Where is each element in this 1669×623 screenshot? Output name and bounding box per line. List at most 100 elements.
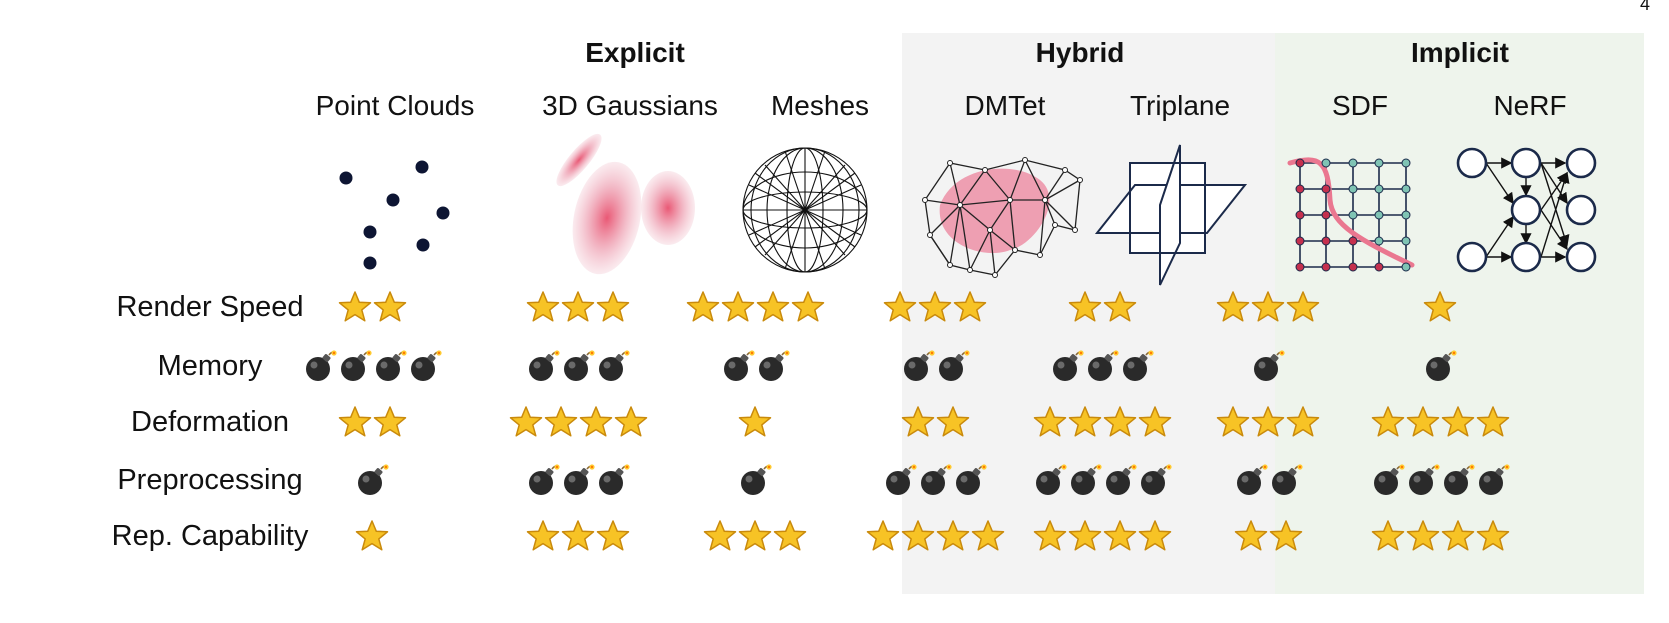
rating-cell [735, 397, 775, 447]
bomb-icon [1088, 350, 1119, 381]
bomb-icon [1408, 464, 1440, 495]
star-icon [1216, 406, 1250, 437]
star-icon [738, 406, 772, 437]
star-icon [338, 406, 371, 437]
bomb-icon [886, 464, 917, 495]
star-icon [526, 291, 560, 322]
bomb-icon [529, 350, 560, 381]
nerf-network-illustration [1456, 147, 1597, 273]
sdf-grid-illustration [1287, 157, 1415, 272]
bomb-icon [741, 464, 772, 495]
rating-cell [715, 341, 795, 391]
bomb-icon [1053, 350, 1084, 381]
star-icon [738, 520, 772, 551]
rating-cell [518, 455, 638, 505]
bomb-icon [1373, 464, 1405, 495]
rating-cell [1208, 397, 1328, 447]
rating-cell [1022, 397, 1182, 447]
rating-cell [1228, 455, 1308, 505]
star-icon [1138, 406, 1171, 437]
star-icon [918, 291, 952, 322]
dmtet-illustration [922, 157, 1083, 278]
star-icon [338, 291, 371, 322]
rating-cell [292, 341, 452, 391]
star-icon [1138, 520, 1171, 551]
star-icon [1476, 520, 1509, 551]
star-icon [866, 520, 899, 551]
star-icon [373, 291, 406, 322]
bomb-icon [410, 350, 442, 381]
rating-cell [1022, 455, 1182, 505]
row-label: Preprocessing [117, 464, 303, 496]
rating-cell [855, 511, 1015, 561]
star-icon [1441, 406, 1474, 437]
star-icon [544, 406, 577, 437]
triplane-illustration [1094, 144, 1248, 286]
group-title-hybrid: Hybrid [1035, 37, 1125, 68]
star-icon [373, 406, 406, 437]
rating-cell [518, 511, 638, 561]
rating-cell [1022, 511, 1182, 561]
rating-cell [1248, 341, 1288, 391]
star-icon [1269, 520, 1302, 551]
star-icon [791, 291, 824, 322]
rating-cell [352, 455, 392, 505]
star-icon [1103, 520, 1136, 551]
rating-cell [735, 455, 775, 505]
star-icon [596, 291, 630, 322]
star-icon [1406, 406, 1439, 437]
star-icon [1286, 406, 1320, 437]
star-icon [1033, 406, 1066, 437]
bomb-icon [956, 464, 987, 495]
star-icon [561, 520, 595, 551]
rating-cell [1360, 455, 1520, 505]
implicit-panel-background [1275, 33, 1644, 594]
rating-cell [1420, 282, 1460, 332]
star-icon [509, 406, 542, 437]
star-icon [561, 291, 595, 322]
rating-cell [675, 282, 835, 332]
page-number: 4 [1640, 0, 1651, 14]
star-icon [1423, 291, 1457, 322]
bomb-icon [1478, 464, 1510, 495]
star-icon [1371, 406, 1404, 437]
row-label: Memory [157, 350, 263, 382]
bomb-icon [1070, 464, 1102, 495]
star-icon [1476, 406, 1509, 437]
rating-cell [332, 282, 412, 332]
star-icon [1033, 520, 1066, 551]
star-icon [883, 291, 917, 322]
column-label-3d-gaussians: 3D Gaussians [542, 90, 718, 121]
bomb-icon [1254, 350, 1285, 381]
column-label-nerf: NeRF [1493, 90, 1567, 121]
star-icon [1286, 291, 1320, 322]
group-title-explicit: Explicit [585, 37, 685, 68]
bomb-icon [1271, 464, 1303, 495]
column-label-point-clouds: Point Clouds [315, 90, 475, 121]
row-label: Render Speed [116, 291, 304, 323]
star-icon [703, 520, 737, 551]
star-icon [901, 406, 934, 437]
rating-cell [1062, 282, 1142, 332]
column-label-meshes: Meshes [770, 90, 870, 121]
rating-cell [1360, 397, 1520, 447]
star-icon [1234, 520, 1267, 551]
star-icon [579, 406, 612, 437]
rating-cell [695, 511, 815, 561]
star-icon [1103, 291, 1136, 322]
rating-cell [1228, 511, 1308, 561]
rating-cell [518, 282, 638, 332]
star-icon [1406, 520, 1439, 551]
group-title-implicit: Implicit [1410, 37, 1509, 68]
rating-cell [332, 397, 412, 447]
star-icon [1068, 406, 1101, 437]
bomb-icon [529, 464, 560, 495]
star-icon [1371, 520, 1404, 551]
star-icon [1068, 520, 1101, 551]
rating-cell [875, 282, 995, 332]
bomb-icon [305, 350, 337, 381]
rating-cell [875, 455, 995, 505]
rating-cell [895, 397, 975, 447]
star-icon [901, 520, 934, 551]
bomb-icon [938, 350, 970, 381]
